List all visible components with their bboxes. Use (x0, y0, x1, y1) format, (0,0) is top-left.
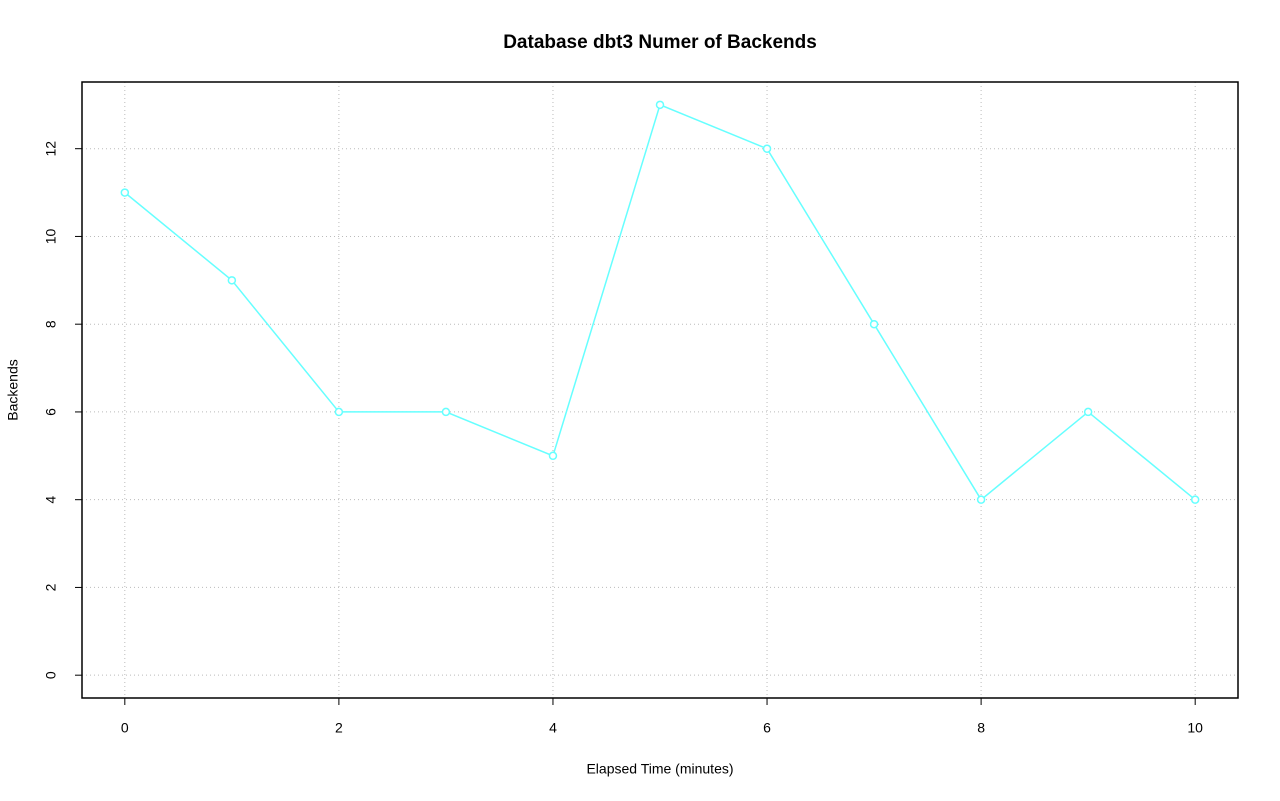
y-tick-label: 4 (43, 496, 59, 504)
data-point (869, 319, 879, 329)
data-point (976, 495, 986, 504)
y-tick-label: 6 (43, 408, 59, 416)
y-tick-label: 12 (43, 141, 59, 157)
x-tick-label: 4 (549, 720, 557, 736)
x-tick-label: 0 (121, 720, 129, 736)
data-line (124, 103, 1196, 501)
data-point (441, 407, 451, 417)
x-tick-label: 2 (335, 720, 343, 736)
data-point (1083, 407, 1093, 417)
data-point (1190, 495, 1200, 504)
y-tick-label: 2 (43, 583, 59, 591)
data-point (548, 451, 558, 461)
y-tick-label: 8 (43, 320, 59, 328)
data-point (334, 407, 344, 417)
data-point (227, 276, 237, 285)
data-point (120, 188, 130, 197)
x-axis-label: Elapsed Time (minutes) (586, 761, 733, 777)
x-tick-label: 10 (1187, 720, 1203, 736)
x-tick-label: 6 (763, 720, 771, 736)
plot-frame (81, 81, 1239, 699)
y-tick-label: 0 (43, 671, 59, 679)
y-tick-label: 10 (43, 228, 59, 244)
data-point (762, 144, 772, 153)
y-axis-label: Backends (5, 359, 21, 420)
data-point (655, 100, 665, 110)
x-tick-label: 8 (977, 720, 985, 736)
chart-title: Database dbt3 Numer of Backends (503, 32, 817, 53)
